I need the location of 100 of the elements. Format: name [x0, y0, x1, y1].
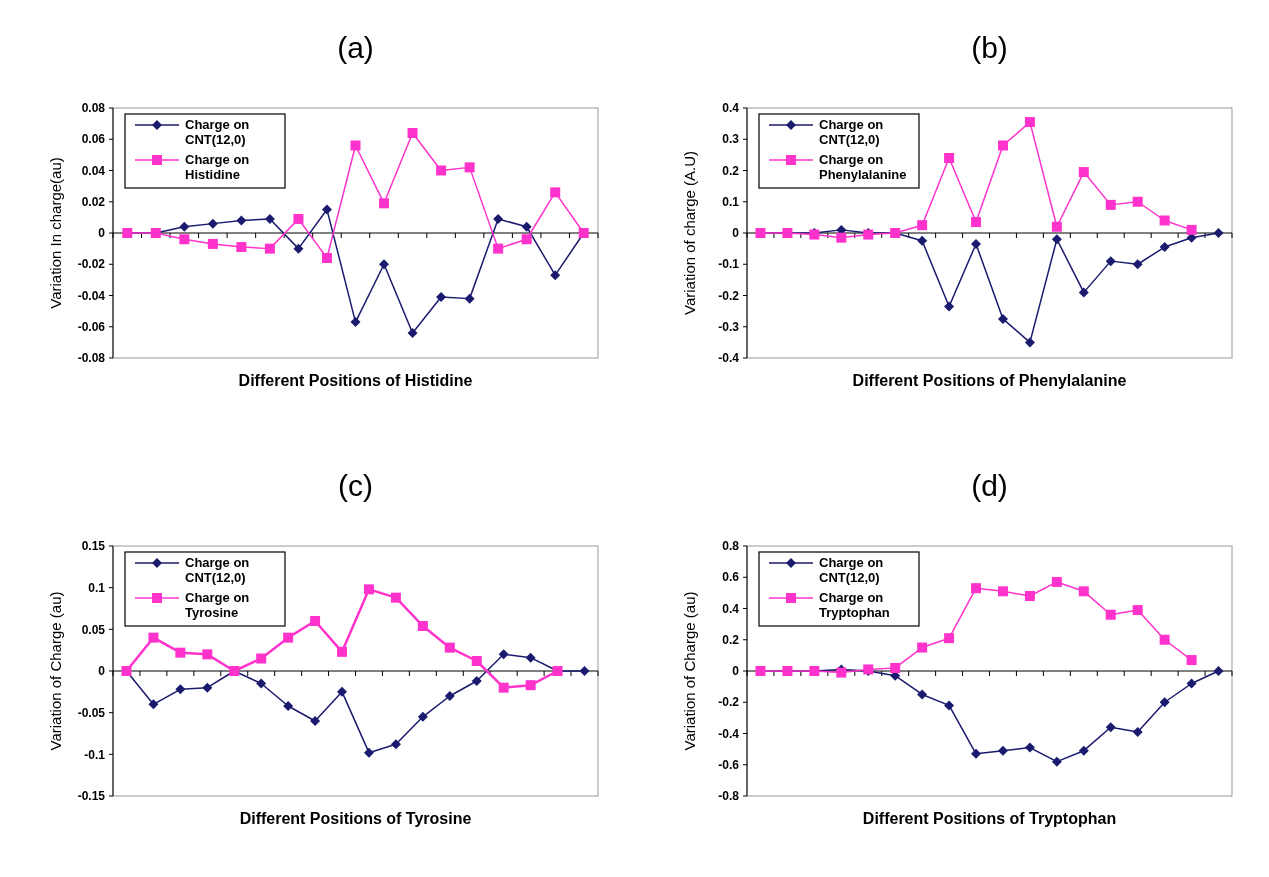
x-axis-title: Different Positions of Tyrosine	[239, 810, 472, 827]
point	[836, 232, 847, 243]
point	[444, 691, 455, 701]
point	[944, 633, 955, 644]
y-tick-label: 0	[98, 226, 106, 241]
point	[1024, 337, 1035, 348]
point	[471, 656, 482, 666]
point	[917, 235, 928, 246]
point	[1105, 609, 1116, 620]
legend-label: Charge on CNT(12,0)	[819, 117, 884, 147]
point	[521, 221, 532, 232]
y-tick-label: 0	[98, 664, 106, 679]
y-tick-label: 0	[732, 664, 740, 679]
x-axis-title: Different Positions of Phenylalanine	[852, 372, 1127, 389]
point	[971, 238, 982, 249]
y-tick-label: 0	[732, 226, 740, 241]
point	[256, 678, 267, 689]
point	[550, 270, 561, 281]
point	[944, 301, 955, 312]
y-tick-label: -0.08	[77, 351, 106, 366]
point	[444, 642, 455, 653]
point	[1159, 215, 1170, 226]
point	[256, 653, 267, 664]
point	[337, 686, 348, 697]
point	[207, 238, 218, 249]
point	[1105, 722, 1116, 733]
point	[179, 234, 190, 245]
point	[321, 253, 332, 263]
point	[1078, 586, 1089, 597]
x-axis-title: Different Positions of Tryptophan	[862, 810, 1117, 827]
y-tick-label: 0.04	[81, 163, 106, 178]
point	[337, 646, 348, 657]
point	[498, 649, 509, 660]
point	[498, 682, 509, 693]
point	[1051, 576, 1062, 587]
point	[175, 647, 186, 658]
point	[997, 140, 1008, 151]
point	[175, 684, 186, 695]
point	[236, 215, 247, 226]
point	[997, 313, 1008, 324]
point	[436, 292, 447, 303]
point	[471, 676, 482, 686]
point	[350, 140, 361, 151]
point	[917, 689, 928, 700]
point	[293, 243, 304, 254]
y-tick-label: -0.4	[718, 351, 740, 366]
y-tick-label: 0.15	[81, 539, 106, 554]
point	[1186, 678, 1197, 689]
y-tick-label: 0.06	[81, 132, 106, 147]
point	[1159, 697, 1170, 708]
point	[1078, 745, 1089, 756]
legend-label: Charge on Phenylalanine	[819, 152, 907, 182]
y-tick-label: 0.02	[81, 194, 106, 209]
point	[264, 243, 275, 254]
point	[971, 217, 982, 228]
chart-title: (d)	[971, 469, 1008, 502]
legend-label: Charge on Tryptophan	[819, 590, 890, 620]
point	[944, 700, 955, 711]
point	[363, 747, 374, 758]
point	[202, 682, 213, 693]
y-tick-label: 0.8	[722, 539, 740, 554]
y-tick-label: -0.06	[77, 319, 106, 334]
point	[1186, 224, 1197, 235]
chart-title: (a)	[337, 31, 374, 64]
point	[1213, 228, 1224, 238]
point	[1051, 234, 1062, 245]
point	[436, 165, 447, 176]
legend-label: Charge on CNT(12,0)	[185, 555, 250, 585]
point	[521, 234, 532, 245]
point	[1159, 634, 1170, 645]
point	[464, 162, 475, 173]
point	[179, 221, 190, 232]
y-axis-title: Variation of charge (A.U)	[681, 151, 698, 315]
legend-label: Charge on CNT(12,0)	[819, 555, 884, 585]
point	[148, 632, 159, 643]
point	[310, 716, 321, 726]
y-axis-title: Variation of Charge (au)	[681, 591, 698, 751]
point	[202, 649, 213, 660]
point	[417, 621, 428, 631]
point	[1024, 742, 1035, 753]
point	[1051, 756, 1062, 767]
y-tick-label: -0.4	[718, 726, 740, 741]
point	[1105, 256, 1116, 267]
y-tick-label: 0.08	[81, 101, 106, 116]
point	[390, 592, 401, 603]
chart-title: (b)	[971, 31, 1008, 64]
legend-label: Charge on CNT(12,0)	[185, 117, 250, 147]
point	[1186, 655, 1197, 666]
point	[293, 213, 304, 224]
legend-label: Charge on Histidine	[185, 152, 250, 182]
point	[1132, 196, 1143, 207]
point	[407, 328, 418, 338]
y-tick-label: -0.1	[718, 257, 740, 272]
point	[1132, 605, 1143, 616]
point	[1132, 726, 1143, 737]
legend-label: Charge on Tyrosine	[185, 590, 250, 620]
point	[379, 198, 390, 209]
point	[971, 583, 982, 594]
point	[283, 632, 294, 643]
point	[350, 317, 361, 328]
